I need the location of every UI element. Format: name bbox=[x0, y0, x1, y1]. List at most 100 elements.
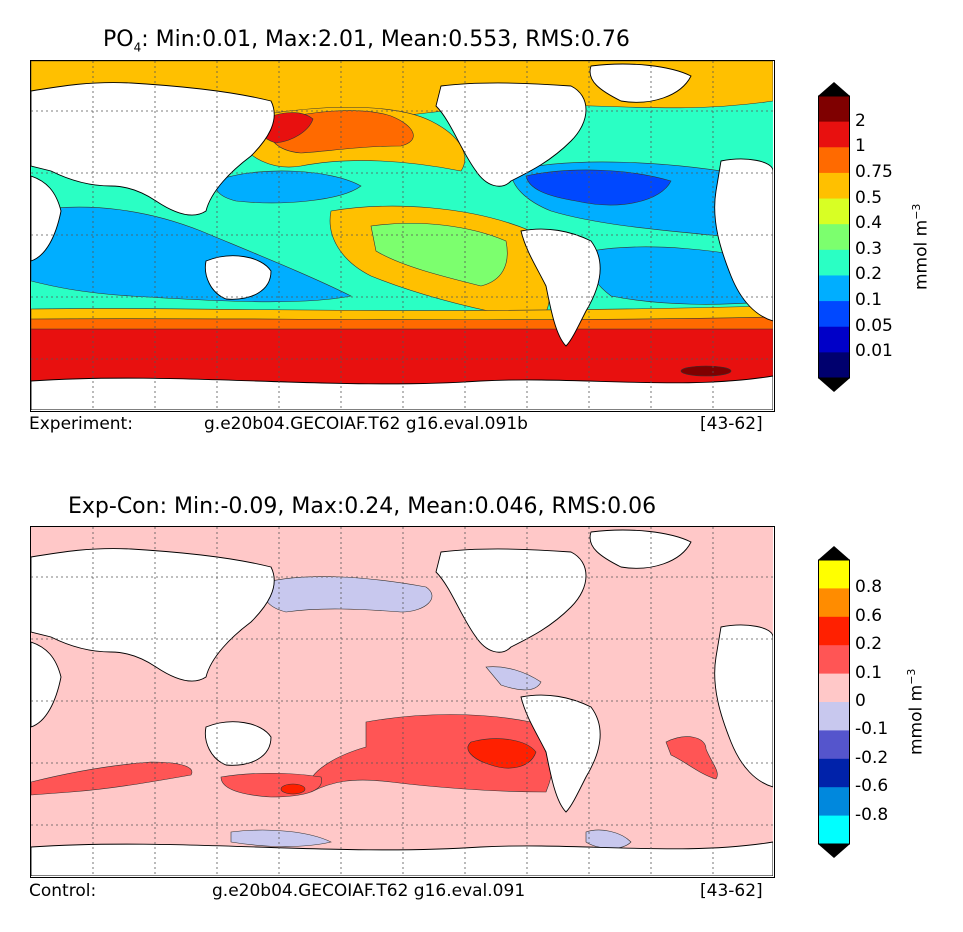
top-colorbar-segment bbox=[818, 198, 850, 225]
top-contour-epac-green bbox=[370, 222, 508, 287]
bottom-colorbar-segment bbox=[818, 702, 850, 731]
bottom-colorbar-tick-label: -0.1 bbox=[855, 719, 889, 740]
top-colorbar-tick-label: 0.01 bbox=[855, 341, 893, 362]
top-land-africa-west bbox=[31, 175, 62, 262]
top-caption-years: [43-62] bbox=[700, 414, 763, 434]
top-contour-natl-darkblue bbox=[525, 169, 672, 206]
bottom-gridlines bbox=[31, 527, 773, 876]
top-land-north-america bbox=[435, 82, 587, 187]
top-gridlines bbox=[31, 61, 773, 410]
bottom-land bbox=[31, 529, 773, 876]
bottom-colorbar-tick-label: 0.8 bbox=[855, 577, 883, 598]
top-colorbar-svg bbox=[818, 82, 850, 392]
bottom-colorbar-segment bbox=[818, 645, 850, 675]
bottom-contour-io-pos bbox=[31, 761, 193, 796]
top-colorbar-top-extend bbox=[818, 82, 850, 96]
top-colorbar-segment bbox=[818, 352, 850, 379]
top-land-south-america bbox=[520, 228, 601, 347]
top-colorbar-tick-label: 0.1 bbox=[855, 290, 883, 311]
bottom-contour-so-neg2 bbox=[585, 829, 632, 849]
bottom-colorbar-segment bbox=[818, 815, 850, 845]
bottom-contour-satl-pos bbox=[665, 736, 718, 780]
bottom-caption-case: g.e20b04.GECOIAF.T62 g16.eval.091 bbox=[212, 881, 526, 901]
bottom-contour-epac-neg bbox=[485, 666, 542, 691]
top-colorbar-tick-label: 0.75 bbox=[855, 161, 893, 182]
bottom-colorbar-segment bbox=[818, 758, 850, 788]
bottom-colorbar-tick-label: -0.8 bbox=[855, 804, 889, 825]
bottom-colorbar-frame bbox=[818, 559, 850, 845]
bottom-colorbar-tick-label: 0.2 bbox=[855, 634, 883, 655]
bottom-units-text: mmol m bbox=[906, 684, 927, 755]
top-colorbar-frame bbox=[818, 95, 850, 379]
top-map-svg bbox=[31, 61, 773, 410]
top-land-australia bbox=[204, 255, 272, 300]
bottom-panel-title: Exp-Con: Min:-0.09, Max:0.24, Mean:0.046… bbox=[68, 494, 657, 519]
top-map bbox=[30, 60, 775, 412]
top-colorbar-segment bbox=[818, 326, 850, 353]
top-contour-indian-blue bbox=[31, 206, 352, 303]
top-units-text: mmol m bbox=[911, 219, 932, 290]
bottom-contour-npac-neg bbox=[263, 576, 433, 613]
bottom-land-greenland bbox=[589, 529, 692, 569]
bottom-colorbar-segment bbox=[818, 588, 850, 618]
bottom-land-africa-east bbox=[714, 624, 773, 788]
top-colorbar-segment bbox=[818, 121, 850, 148]
top-title-species-sub: 4 bbox=[133, 40, 142, 55]
top-contour-npac-blue bbox=[215, 170, 362, 204]
top-colorbar-segment bbox=[818, 147, 850, 174]
top-units-sup: −3 bbox=[910, 203, 923, 220]
bottom-caption-label: Control: bbox=[29, 881, 97, 901]
bottom-units-sup: −3 bbox=[905, 668, 918, 685]
bottom-colorbar-tick-label: -0.2 bbox=[855, 747, 889, 768]
bottom-land-south-america bbox=[520, 694, 601, 813]
bottom-colorbar-tick-label: -0.6 bbox=[855, 776, 889, 797]
top-colorbar-tick-label: 1 bbox=[855, 136, 866, 157]
top-colorbar-tick-label: 0.3 bbox=[855, 238, 883, 259]
top-title-stats: : Min:0.01, Max:2.01, Mean:0.553, RMS:0.… bbox=[141, 27, 630, 52]
bottom-land-africa-west bbox=[31, 641, 62, 728]
top-colorbar-segment bbox=[818, 301, 850, 328]
bottom-map bbox=[30, 526, 775, 878]
top-colorbar-segment bbox=[818, 224, 850, 251]
bottom-colorbar-tick-label: 0.6 bbox=[855, 605, 883, 626]
bottom-colorbar-units: mmol m−3 bbox=[905, 669, 927, 755]
top-contour-so-darkred bbox=[680, 365, 732, 377]
top-caption-label: Experiment: bbox=[29, 414, 133, 434]
top-colorbar-tick-label: 0.05 bbox=[855, 315, 893, 336]
top-caption-case: g.e20b04.GECOIAF.T62 g16.eval.091b bbox=[204, 414, 528, 434]
bottom-land-north-america bbox=[435, 548, 587, 653]
top-colorbar bbox=[818, 82, 850, 392]
top-land-eurasia bbox=[31, 82, 275, 216]
bottom-caption-years: [43-62] bbox=[700, 881, 763, 901]
top-title-species: PO bbox=[103, 27, 134, 52]
top-colorbar-tick-label: 2 bbox=[855, 110, 866, 131]
bottom-colorbar-top-extend bbox=[818, 546, 850, 560]
bottom-land-eurasia bbox=[31, 548, 275, 682]
top-colorbar-units: mmol m−3 bbox=[910, 204, 932, 290]
top-colorbar-segment bbox=[818, 172, 850, 200]
bottom-contour-spac-pos2 bbox=[467, 738, 537, 769]
top-colorbar-bottom-extend bbox=[818, 378, 850, 392]
top-colorbar-tick-label: 0.2 bbox=[855, 264, 883, 285]
top-colorbar-segment bbox=[818, 249, 850, 276]
bottom-colorbar-segment bbox=[818, 560, 850, 589]
bottom-colorbar-tick-label: 0.1 bbox=[855, 662, 883, 683]
bottom-colorbar-tick-label: 0 bbox=[855, 691, 866, 711]
bottom-contour-aus-pos2 bbox=[280, 783, 306, 795]
bottom-land-australia bbox=[204, 721, 272, 766]
bottom-colorbar-segment bbox=[818, 787, 850, 817]
top-panel-title: PO4: Min:0.01, Max:2.01, Mean:0.553, RMS… bbox=[103, 27, 630, 54]
top-colorbar-tick-label: 0.4 bbox=[855, 213, 883, 234]
top-colorbar-tick-label: 0.5 bbox=[855, 187, 883, 208]
top-land-africa-east bbox=[714, 158, 773, 322]
bottom-colorbar-segment bbox=[818, 673, 850, 703]
top-land bbox=[31, 63, 773, 410]
top-colorbar-segment bbox=[818, 96, 850, 123]
bottom-colorbar bbox=[818, 546, 850, 858]
bottom-contour-so-neg1 bbox=[230, 829, 332, 847]
top-land-greenland bbox=[589, 63, 692, 103]
bottom-colorbar-segment bbox=[818, 730, 850, 760]
top-colorbar-segment bbox=[818, 275, 850, 302]
bottom-colorbar-bottom-extend bbox=[818, 844, 850, 858]
bottom-colorbar-svg bbox=[818, 546, 850, 858]
